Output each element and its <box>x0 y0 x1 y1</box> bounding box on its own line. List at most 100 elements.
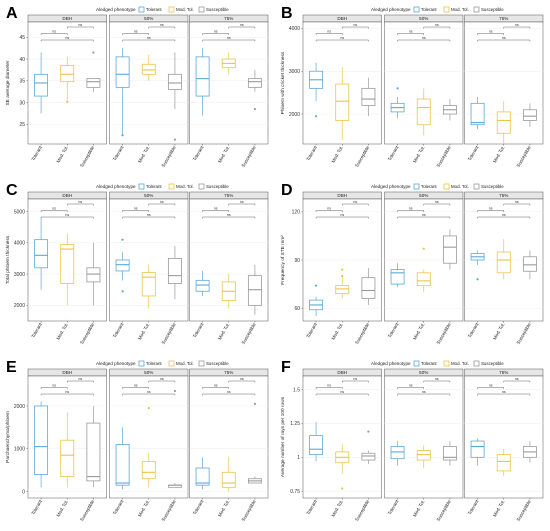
facet-1: 50% ns ns ns Tolerant Mod. Tol. Susceptible <box>384 368 464 522</box>
box-Tolerant <box>470 438 485 466</box>
box-iqr <box>86 267 101 283</box>
x-tick-label: Mod. Tol. <box>331 145 345 164</box>
y-tick-label: 1.25 <box>290 421 300 427</box>
x-tick-label: Susceptible <box>161 322 177 345</box>
box-Tolerant <box>390 441 405 466</box>
significance-bracket <box>503 203 531 206</box>
significance-label: ns <box>422 36 426 40</box>
x-tick-label: Mod. Tol. <box>412 322 426 341</box>
box-iqr <box>522 256 537 272</box>
significance-label: ns <box>147 36 151 40</box>
significance-bracket <box>40 216 94 219</box>
y-tick-label: 1.5 <box>293 387 300 393</box>
facet-label: 50% <box>419 16 428 21</box>
facet-label: 50% <box>144 16 153 21</box>
facet-label: 75% <box>224 16 233 21</box>
panel-letter: B <box>281 5 293 22</box>
significance-label: ns <box>502 390 506 394</box>
outlier-point <box>396 87 399 90</box>
facet-2: 75% ns ns ns Tolerant Mod. Tol. Susceptible <box>464 191 544 345</box>
box-iqr <box>470 440 485 458</box>
x-tick-label: Susceptible <box>241 145 257 168</box>
facet-0: DBH ns ns ns Tolerant Mod. Tol. Susceptible <box>302 14 382 168</box>
outlier-point <box>341 268 344 271</box>
significance-bracket <box>228 26 256 29</box>
x-tick-label: Mod. Tol. <box>331 322 345 341</box>
y-tick-label: 25 <box>19 122 25 128</box>
x-tick-label: Tolerant <box>305 144 318 161</box>
box-Tolerant <box>115 48 130 137</box>
legend-label: Tolerant <box>146 7 162 12</box>
significance-label: ns <box>435 23 439 27</box>
significance-label: ns <box>134 30 138 34</box>
facet-0: DBH ns ns ns Tolerant Mod. Tol. Susceptible <box>27 14 107 168</box>
significance-label: ns <box>340 36 344 40</box>
significance-bracket <box>315 393 369 396</box>
legend-label: Mod. Tol. <box>176 7 194 12</box>
panel-letter: F <box>281 359 291 376</box>
significance-bracket <box>342 203 369 206</box>
x-tick-label: Tolerant <box>387 321 400 338</box>
box-Susceptible <box>86 51 101 92</box>
box-Tolerant <box>115 427 130 490</box>
significance-bracket <box>477 387 504 389</box>
legend-label: Susceptible <box>206 7 229 12</box>
y-tick-label: 3000 <box>289 69 300 75</box>
legend-label: Tolerant <box>421 361 437 366</box>
legend: Aledged phenotype Tolerant Mod. Tol. Suscep… <box>96 360 229 367</box>
box-Tolerant <box>309 422 324 462</box>
significance-bracket <box>40 33 68 35</box>
panel-C: C Aledged phenotype Tolerant Mod. Tol. Susce… <box>5 182 269 345</box>
outlier-point <box>121 290 124 293</box>
panel-D: D Aledged phenotype Tolerant Mod. Tol. Susce… <box>280 182 544 345</box>
box-iqr <box>34 405 49 475</box>
significance-label: ns <box>78 200 82 204</box>
significance-label: ns <box>52 30 56 34</box>
box-Mod. Tol. <box>141 54 156 81</box>
box-Mod. Tol. <box>141 264 156 309</box>
significance-label: ns <box>515 200 519 204</box>
significance-bracket <box>148 203 176 206</box>
legend-title: Aledged phenotype <box>96 184 136 189</box>
significance-bracket <box>202 33 229 35</box>
x-tick-label: Tolerant <box>467 321 480 338</box>
significance-bracket <box>122 39 176 42</box>
y-tick-label: 5000 <box>14 209 25 215</box>
box-iqr <box>442 446 457 461</box>
outlier-point <box>341 274 344 278</box>
significance-label: ns <box>52 207 56 211</box>
legend-label: Susceptible <box>481 184 504 189</box>
x-tick-label: Tolerant <box>387 144 400 161</box>
significance-label: ns <box>78 23 82 27</box>
box-Mod. Tol. <box>141 407 156 488</box>
significance-bracket <box>503 380 531 383</box>
facet-2: 75% ns ns ns Tolerant Mod. Tol. Susceptible <box>464 368 544 522</box>
box-Susceptible <box>361 430 376 465</box>
legend-label: Mod. Tol. <box>451 184 469 189</box>
legend-swatch <box>443 360 450 367</box>
significance-label: ns <box>435 200 439 204</box>
outlier-point <box>314 115 318 118</box>
box-iqr <box>496 251 511 274</box>
y-tick-label: 3000 <box>14 272 25 278</box>
box-Mod. Tol. <box>60 56 75 103</box>
box-Mod. Tol. <box>416 247 431 293</box>
significance-bracket <box>315 216 369 219</box>
significance-bracket <box>477 393 531 396</box>
y-tick-label: 60 <box>294 306 300 312</box>
panel-letter: E <box>6 359 17 376</box>
outlier-point <box>121 238 124 241</box>
box-iqr <box>60 65 75 83</box>
significance-bracket <box>202 210 229 212</box>
box-iqr <box>442 235 457 264</box>
legend-label: Mod. Tol. <box>451 7 469 12</box>
significance-bracket <box>477 33 504 35</box>
outlier-point <box>367 430 370 433</box>
legend-swatch <box>413 360 420 367</box>
facet-label: 50% <box>419 193 428 198</box>
significance-label: ns <box>227 390 231 394</box>
significance-label: ns <box>515 23 519 27</box>
box-Tolerant <box>309 284 324 317</box>
facet-label: 75% <box>499 193 508 198</box>
